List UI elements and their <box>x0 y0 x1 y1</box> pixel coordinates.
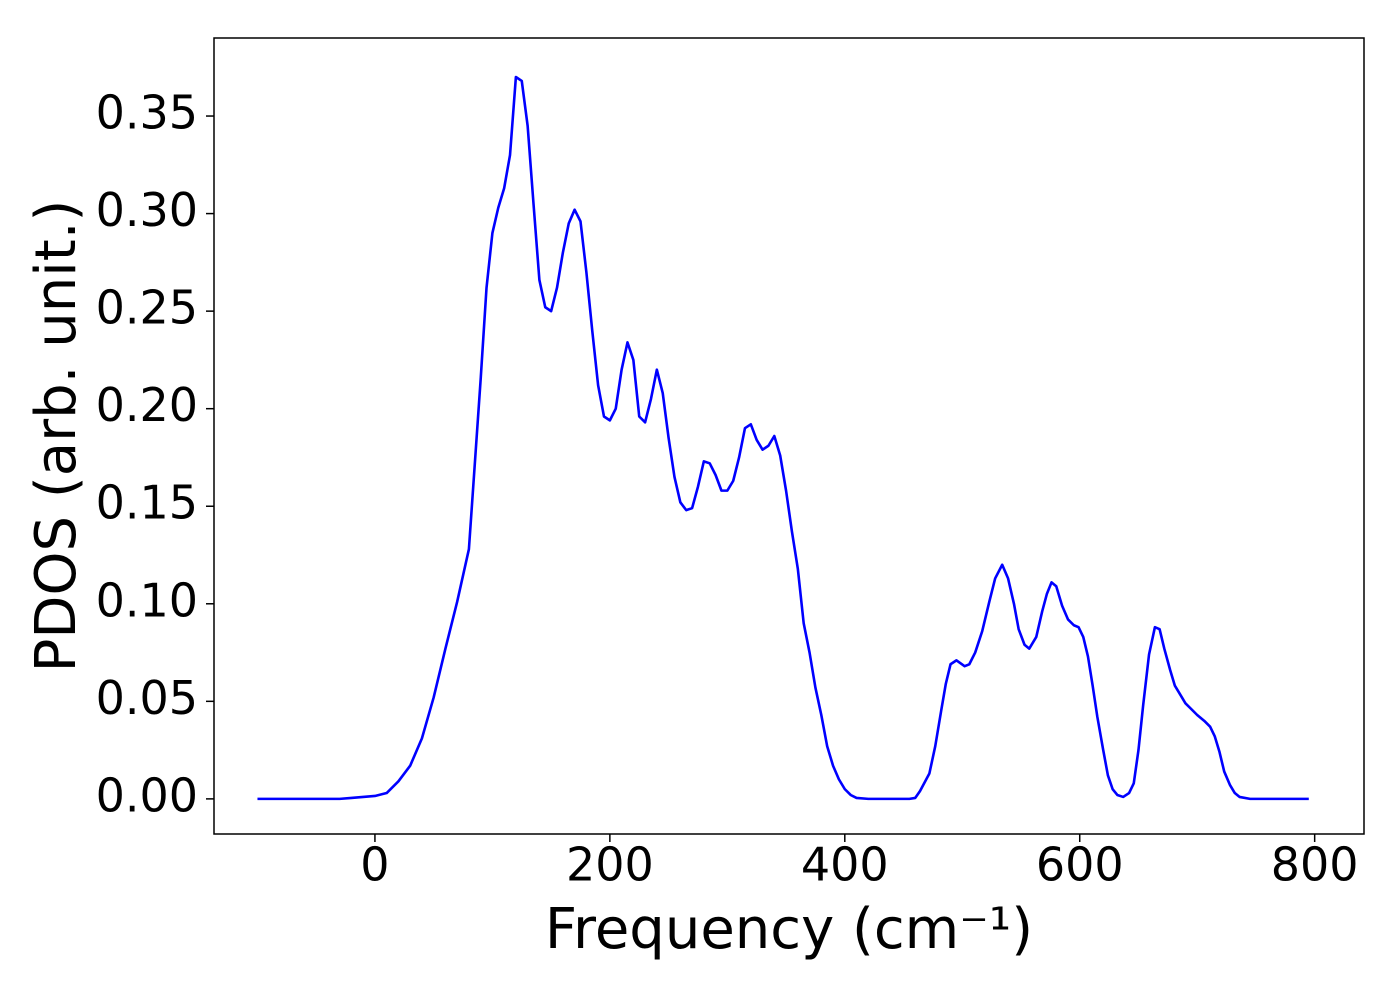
x-tick-label: 0 <box>360 838 389 892</box>
x-tick-label: 400 <box>801 838 889 892</box>
y-tick-label: 0.35 <box>96 86 198 140</box>
y-tick-label: 0.25 <box>96 281 198 335</box>
plot-frame <box>213 37 1365 835</box>
y-tick-label: 0.00 <box>96 768 198 822</box>
x-tick-label: 800 <box>1271 838 1359 892</box>
y-tick-label: 0.15 <box>96 476 198 530</box>
y-tick-label: 0.10 <box>96 573 198 627</box>
x-tick-label: 200 <box>566 838 654 892</box>
x-tick-label: 600 <box>1036 838 1124 892</box>
y-axis-label: PDOS (arb. unit.) <box>24 200 89 673</box>
y-tick-label: 0.30 <box>96 183 198 237</box>
line-series <box>257 75 1309 801</box>
y-tick-label: 0.20 <box>96 378 198 432</box>
y-tick-label: 0.05 <box>96 671 198 725</box>
x-axis-label: Frequency (cm⁻¹) <box>545 897 1033 962</box>
